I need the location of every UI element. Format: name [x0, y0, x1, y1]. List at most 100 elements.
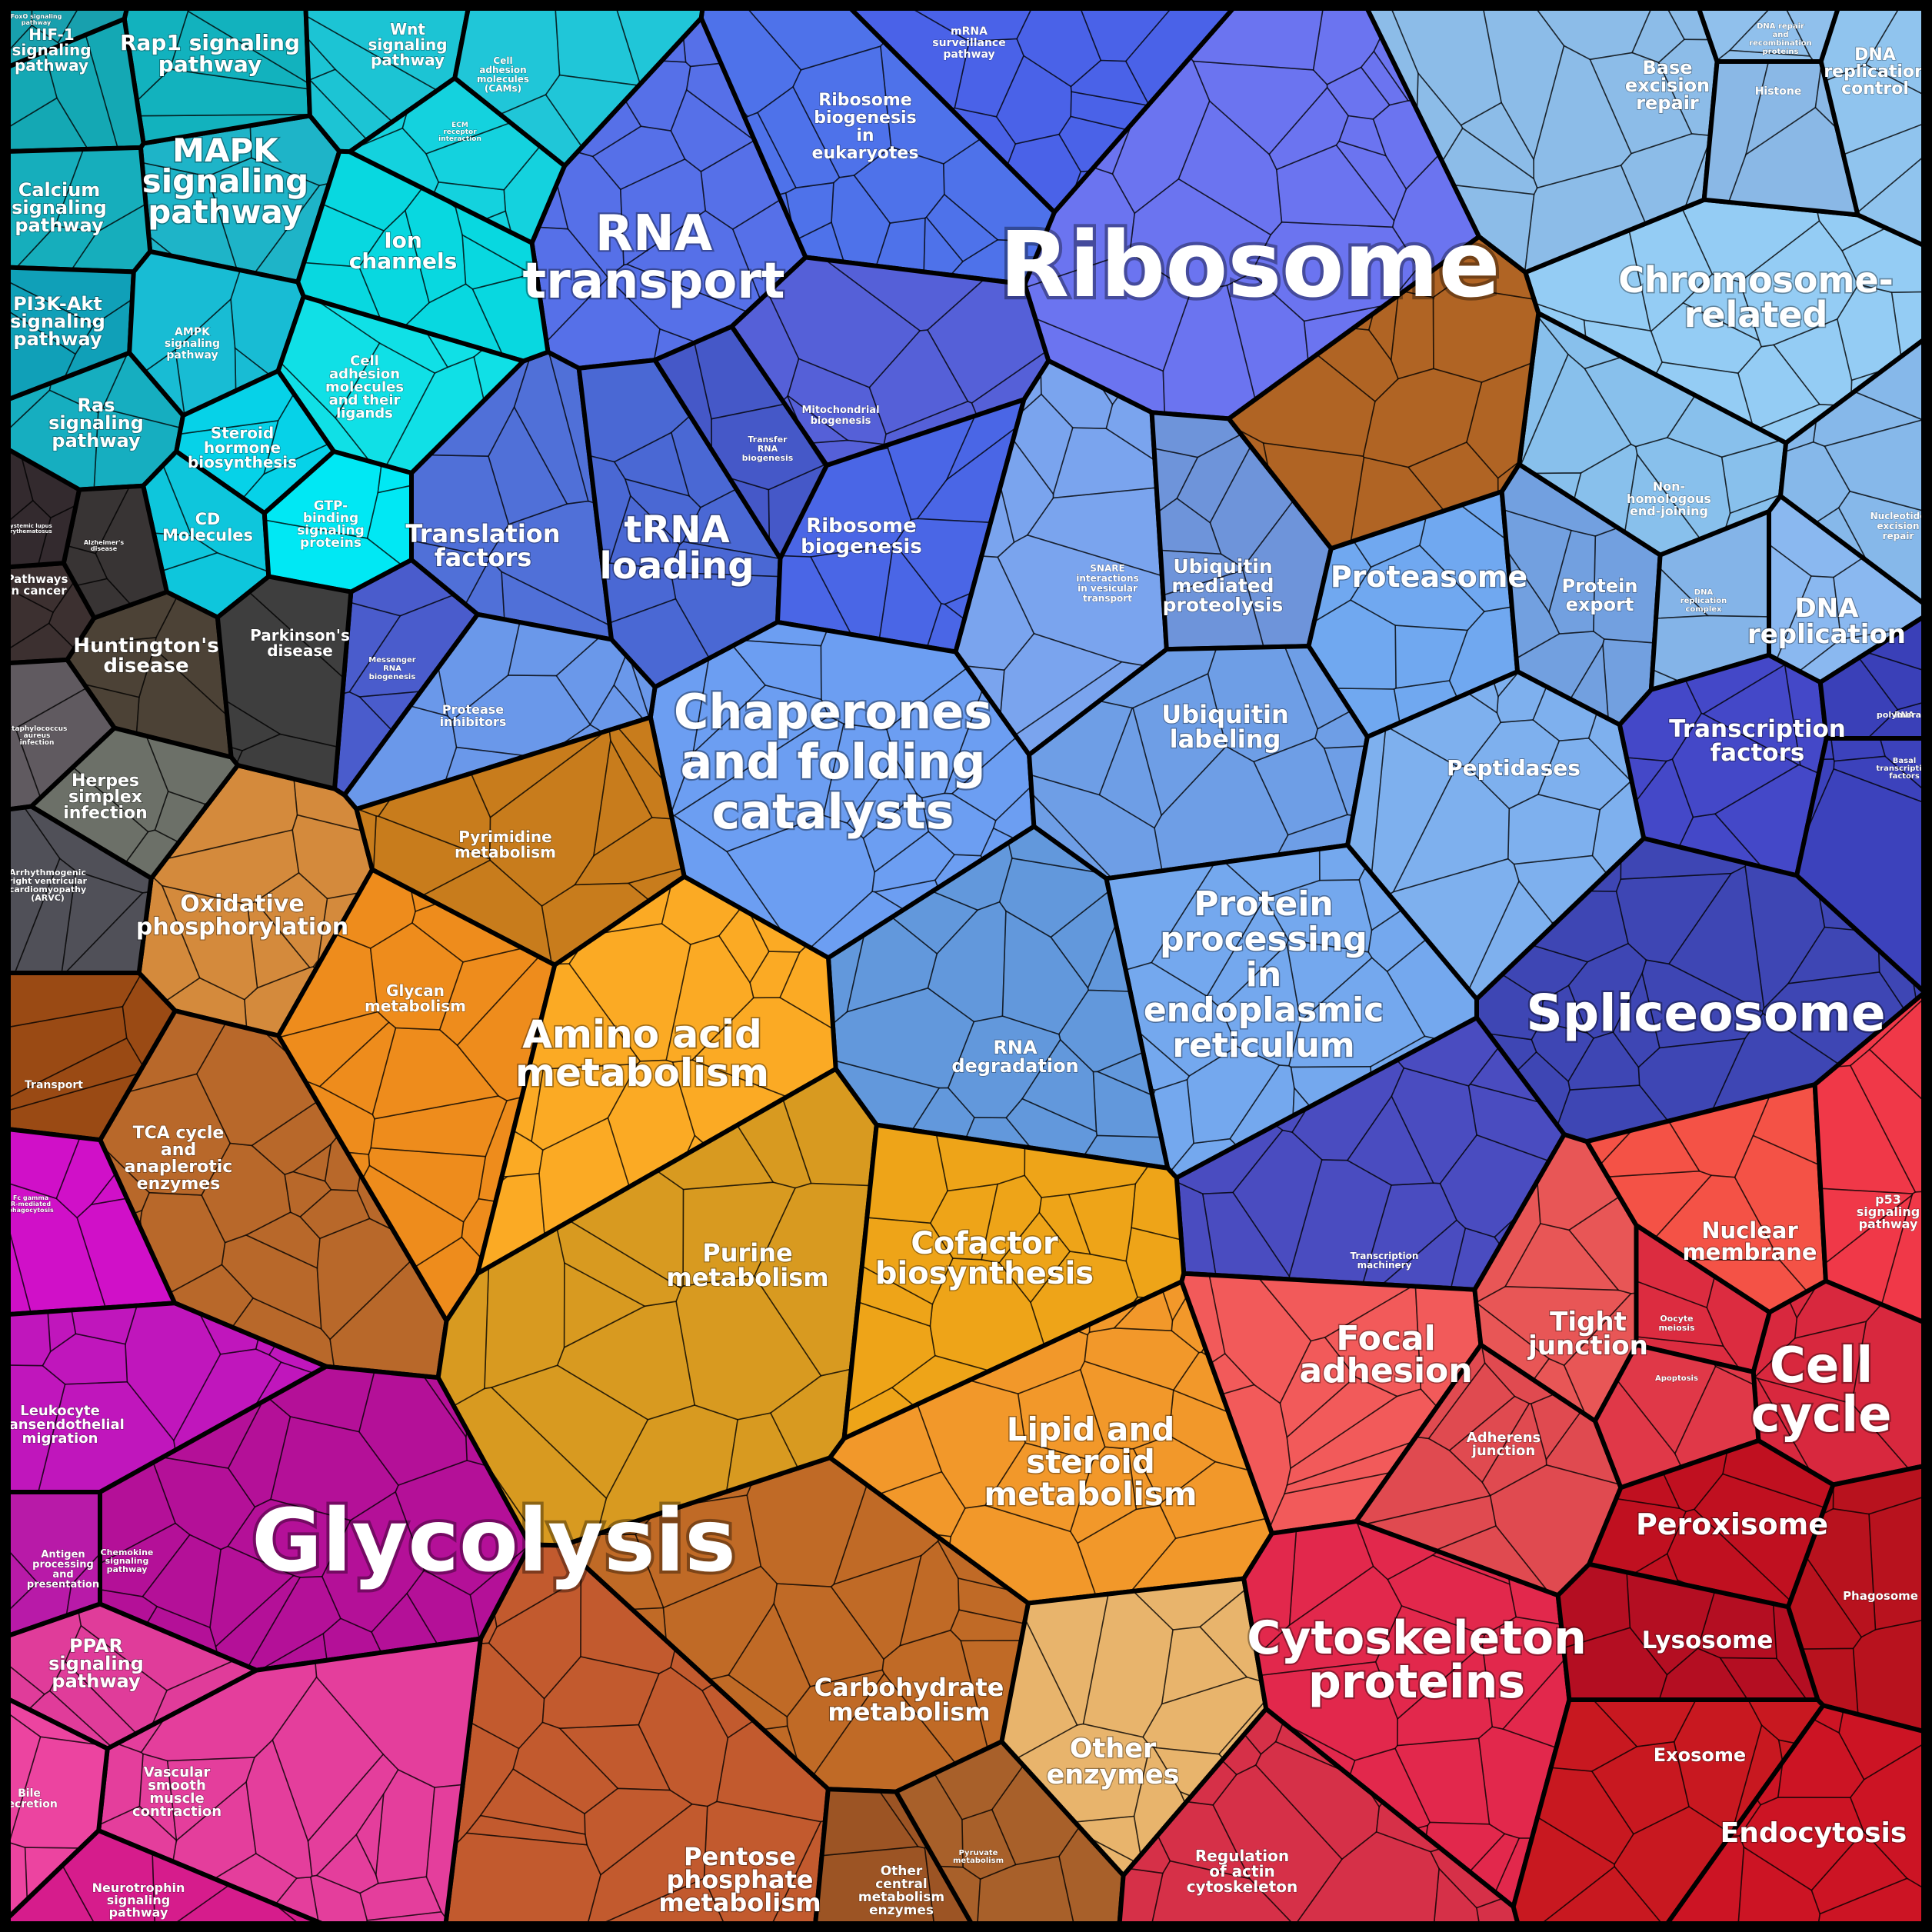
label-other-central-metabolism-enzymes: Other central metabolism enzymes [858, 1864, 944, 1918]
subcell [0, 972, 142, 1030]
subcell [1635, 1224, 1716, 1309]
subcell [1515, 631, 1605, 700]
subcell [1407, 441, 1499, 512]
subcell [624, 60, 691, 132]
label-ribosome-biogenesis: Ribosome biogenesis [801, 515, 922, 558]
label-rna-degradation: RNA degradation [951, 1037, 1078, 1077]
label-basal-transcription-factors: Basal transcription factors [1876, 757, 1932, 781]
subcell [422, 1375, 468, 1439]
label-amino-acid-metabolism: Amino acid metabolism [515, 1012, 769, 1095]
subcell [1284, 645, 1352, 730]
label-leukocyte-transendothelial-migration: Leukocyte transendothelial migration [0, 1403, 125, 1447]
subcell [1701, 663, 1801, 767]
label-herpes-simplex-infection: Herpes simplex infection [63, 771, 148, 823]
label-cardiac-muscle-contraction: Bile secretion [1, 1787, 58, 1810]
label-snare-interactions-in-vesicular-transport: SNARE interactions in vesicular transport [1076, 563, 1138, 604]
label-calcium-signaling-pathway: Calcium signaling pathway [12, 179, 107, 236]
label-exosome: Exosome [1654, 1744, 1746, 1766]
subcell [307, 1753, 399, 1877]
label-oxidative-phosphorylation: Oxidative phosphorylation [136, 891, 348, 941]
subcell [0, 806, 61, 974]
subcell [1520, 353, 1632, 475]
subcell [841, 0, 971, 110]
subcell [1124, 961, 1238, 1077]
subcell [377, 772, 491, 860]
subcell [1856, 148, 1932, 250]
cell-parkinson-s-disease [215, 574, 354, 791]
label-trna-loading: tRNA loading [599, 508, 754, 588]
label-foxo-signaling-pathway: FoxO signaling pathway [11, 13, 62, 26]
subcell [1838, 1710, 1932, 1780]
label-ecm-receptor-interaction: ECM receptor interaction [438, 122, 481, 143]
subcell [718, 907, 770, 984]
subcell [1131, 1164, 1182, 1241]
subcell [976, 1855, 1077, 1932]
subcell [741, 621, 828, 647]
subcell [1185, 1759, 1237, 1806]
label-protein-export: Protein export [1562, 575, 1638, 615]
label-ampk-signaling-pathway: AMPK signaling pathway [165, 326, 220, 361]
label-pi3k-akt-signaling-pathway: PI3K-Akt signaling pathway [10, 293, 105, 350]
label-apoptosis: Apoptosis [1655, 1374, 1698, 1383]
label-other-enzymes: Other enzymes [1047, 1734, 1180, 1790]
label-non-homologous-end-joining: Non-homologous end-joining [1627, 479, 1711, 518]
label-mitochondrial-biogenesis: Mitochondrial biogenesis [801, 405, 879, 427]
label-nucleotide-excision-repair: Nucleotide excision repair [1870, 511, 1927, 541]
subcell [470, 731, 606, 819]
subcell [1812, 1704, 1844, 1734]
subcell [1105, 395, 1156, 461]
subcell [411, 902, 525, 963]
subcell [1390, 291, 1434, 380]
subcell [1619, 678, 1703, 762]
label-dna-replication-control: DNA replication control [1824, 45, 1926, 98]
subcell [438, 613, 521, 721]
subcell [0, 24, 62, 72]
subcell [1585, 1128, 1634, 1166]
subcell [1794, 1280, 1883, 1340]
label-systemic-lupus-erythematosus: Systemic lupus erythematosus [6, 523, 52, 535]
subcell [1531, 1021, 1595, 1083]
label-transfer-rna-biogenesis: Transfer RNA biogenesis [742, 435, 794, 463]
subcell [1286, 1376, 1399, 1470]
subcell [0, 1311, 52, 1367]
label-dna-replication-complex: DNA replication complex [1681, 588, 1727, 614]
label-transcription-factors: Transcription factors [1669, 715, 1846, 767]
subcell [280, 295, 381, 419]
subcell [1697, 1590, 1777, 1660]
label-rna-polymerase: RNApolymerase [1877, 710, 1932, 720]
subcell [554, 0, 641, 86]
subcell [154, 790, 206, 844]
subcell [1667, 1094, 1771, 1178]
subcell [1469, 1046, 1542, 1104]
subcell [895, 0, 1037, 42]
label-peptidases: Peptidases [1447, 755, 1581, 781]
subcell [1502, 508, 1572, 614]
subcell [1092, 1071, 1162, 1138]
subcell [739, 107, 749, 120]
label-messenger-rna-biogenesis: Messenger RNA biogenesis [368, 656, 415, 681]
label-pathways-in-cancer: Pathways in cancer [6, 572, 68, 598]
subcell [291, 1143, 332, 1182]
label-protein-processing-in-endoplasmic-reticulum: Protein processing in endoplasmic reticulum [1144, 884, 1384, 1065]
label-ras-signaling-pathway: Ras signaling pathway [48, 395, 144, 451]
subcell [1739, 1797, 1865, 1891]
subcell [638, 1667, 729, 1807]
label-pyruvate-metabolism: Pyruvate metabolism [953, 1849, 1004, 1865]
label-protease-inhibitors: Protease inhibitors [440, 702, 507, 729]
subcell [318, 1021, 397, 1116]
label-alzheimer-s-disease: Alzheimer's disease [84, 539, 125, 552]
subcell [1655, 566, 1710, 619]
subcell [1616, 1344, 1717, 1455]
subcell [1879, 738, 1932, 798]
subcell [878, 1471, 966, 1537]
subcell [95, 485, 168, 606]
subcell [1620, 133, 1711, 225]
label-cell-adhesion-molecules-and-their-ligands: Cell adhesion molecules and their ligands [325, 353, 404, 421]
label-vascular-smooth-muscle-contraction: Vascular smooth muscle contraction [132, 1764, 222, 1820]
subcell [0, 276, 95, 355]
label-tight-junction: Tight junction [1527, 1307, 1648, 1361]
subcell [215, 1574, 301, 1668]
subcell [62, 545, 108, 587]
subcell [1132, 1434, 1217, 1504]
